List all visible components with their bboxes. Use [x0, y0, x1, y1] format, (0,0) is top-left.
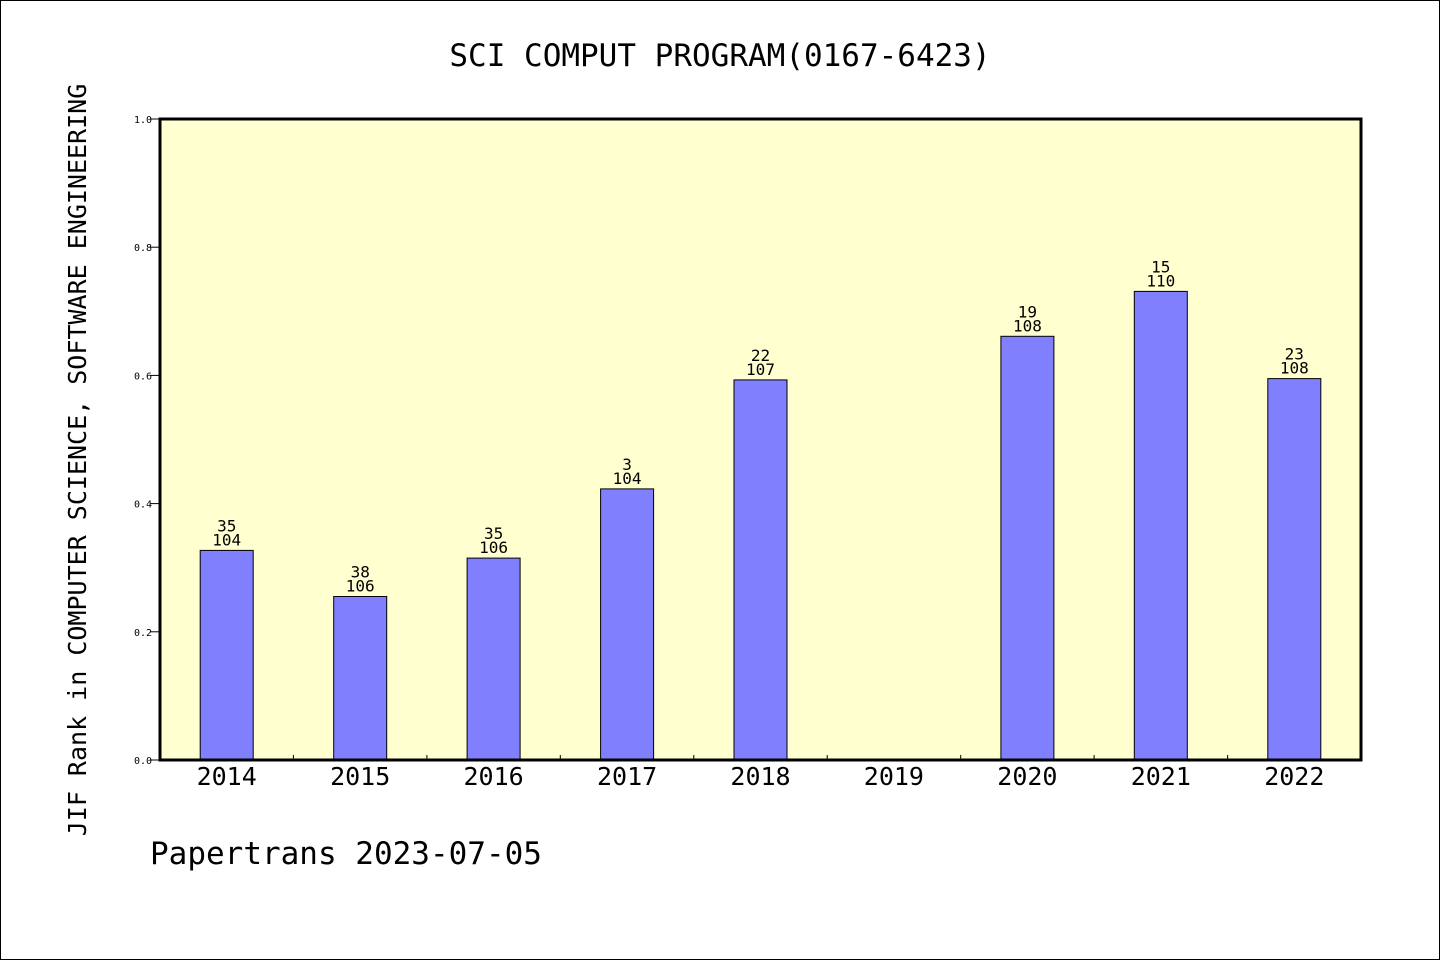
bars-group	[199, 290, 1322, 761]
y-tick-label-0.2: 0.2	[134, 628, 152, 639]
bar-rank-label-2014: 35	[217, 516, 236, 535]
bar-2016	[466, 557, 521, 761]
bar-rank-label-2020: 19	[1018, 302, 1037, 321]
bar-total-label-2015: 106	[346, 577, 375, 596]
bar-2021	[1133, 290, 1188, 761]
bar-total-label-2022: 108	[1280, 359, 1309, 378]
plot-border	[158, 117, 1363, 762]
bar-total-label-2021: 110	[1146, 271, 1175, 290]
x-tick-label-2021: 2021	[1131, 762, 1191, 791]
x-tick-label-2018: 2018	[730, 762, 790, 791]
x-tick-label-2020: 2020	[997, 762, 1057, 791]
y-axis: 0.0 0.2 0.4 0.6 0.8 1.0	[134, 115, 160, 767]
x-tick-label-2016: 2016	[463, 762, 523, 791]
bar-2018	[733, 379, 788, 761]
y-tick-label-0.6: 0.6	[134, 371, 152, 382]
bar-2017	[600, 488, 655, 761]
chart-title: SCI COMPUT PROGRAM(0167-6423)	[449, 38, 990, 74]
x-tick-label-2014: 2014	[197, 762, 257, 791]
bar-rank-label-2022: 23	[1285, 345, 1304, 364]
bar-total-label-2014: 104	[212, 530, 241, 549]
y-tick-label-1.0: 1.0	[134, 115, 152, 126]
bar-rank-label-2015: 38	[351, 563, 370, 582]
bar-2014	[199, 549, 254, 761]
x-tick-label-2017: 2017	[597, 762, 657, 791]
bar-2020	[1000, 335, 1055, 761]
footer-text: Papertrans 2023-07-05	[150, 836, 542, 872]
y-tick-label-0.8: 0.8	[134, 243, 152, 254]
bar-total-label-2020: 108	[1013, 316, 1042, 335]
bar-2015	[333, 596, 388, 761]
bar-rank-label-2017: 3	[622, 455, 632, 474]
bar-total-label-2018: 107	[746, 360, 775, 379]
bar-rank-label-2021: 15	[1151, 257, 1170, 276]
y-tick-label-0.4: 0.4	[134, 500, 152, 511]
x-tick-label-2022: 2022	[1264, 762, 1324, 791]
bar-total-label-2016: 106	[479, 538, 508, 557]
x-tick-label-2015: 2015	[330, 762, 390, 791]
bar-2022	[1267, 378, 1322, 761]
y-axis-label: JIF Rank in COMPUTER SCIENCE, SOFTWARE E…	[63, 84, 92, 837]
bar-rank-label-2016: 35	[484, 524, 503, 543]
y-tick-label-0.0: 0.0	[134, 756, 152, 767]
x-tick-label-2019: 2019	[864, 762, 924, 791]
bar-rank-label-2018: 22	[751, 346, 770, 365]
bar-total-label-2017: 104	[613, 469, 642, 488]
x-axis: 2014 2015 2016 2017 2018 2019 2020 2021 2022	[197, 755, 1324, 791]
